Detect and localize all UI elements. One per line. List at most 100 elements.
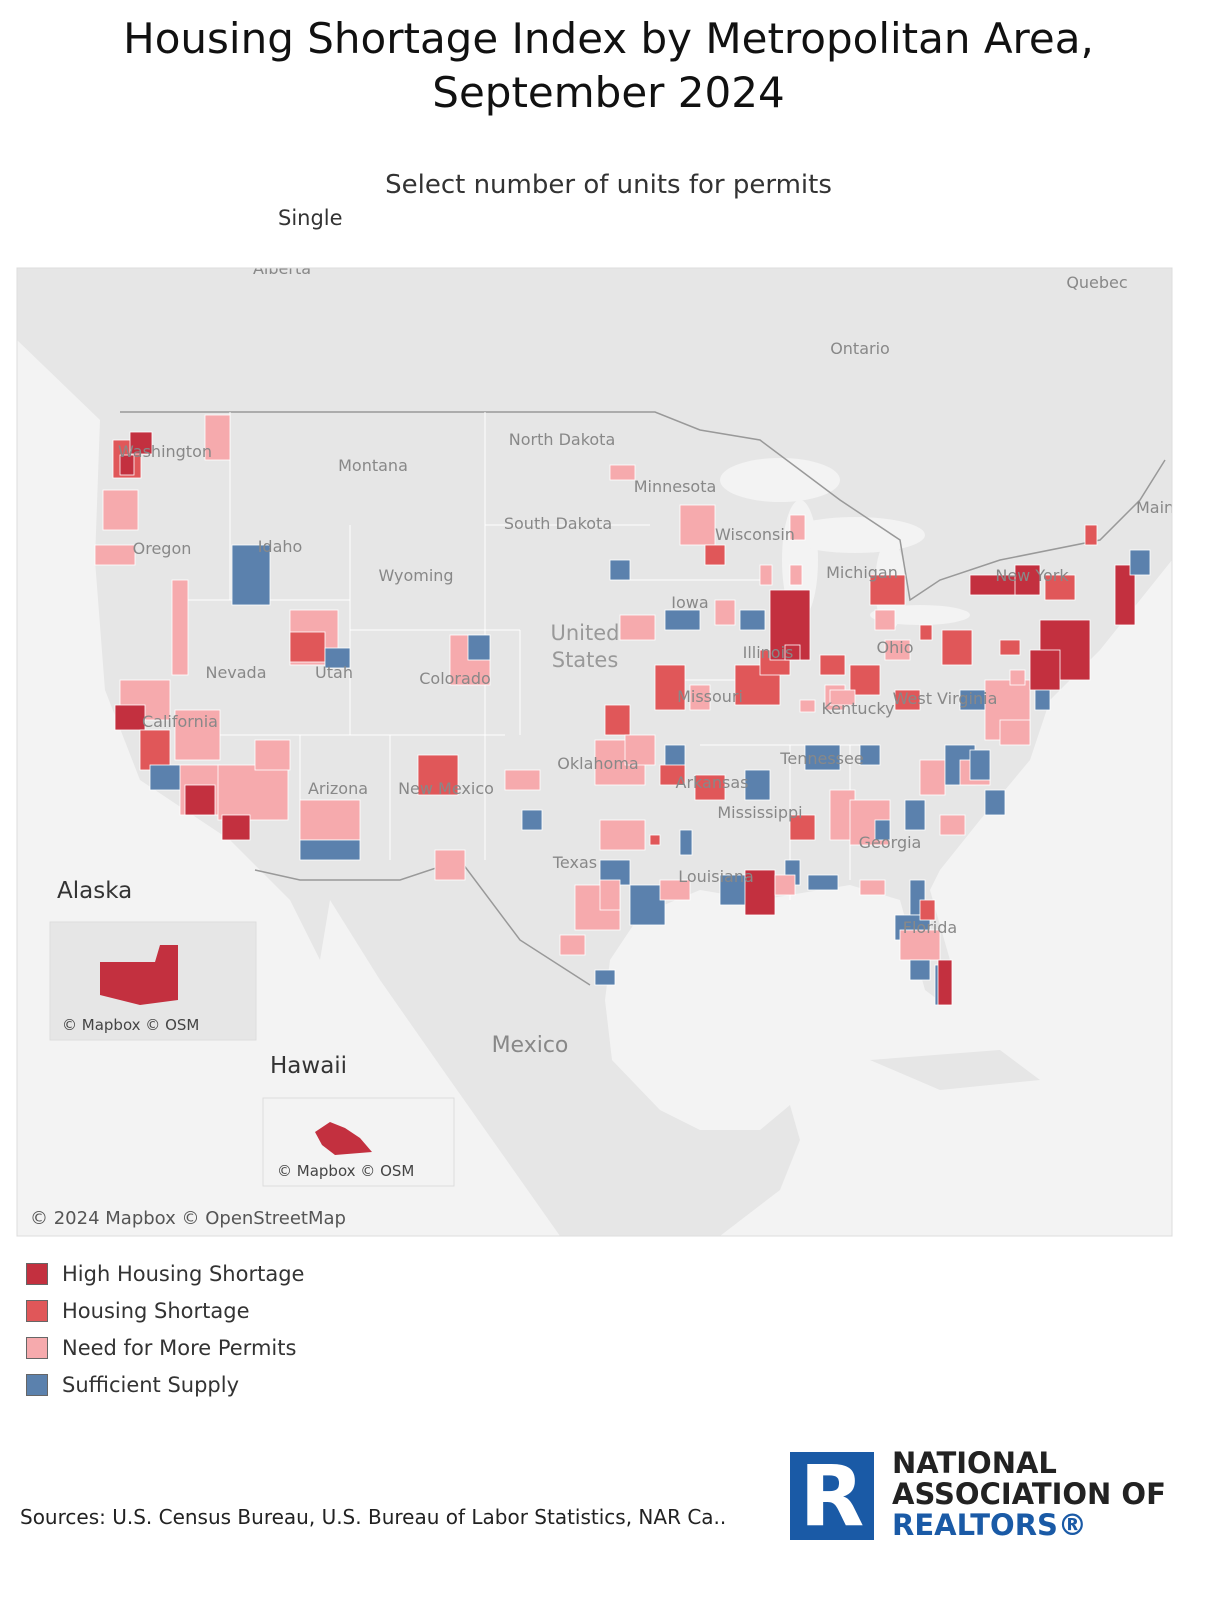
inset-title: Hawaii xyxy=(270,1053,347,1079)
metro-area xyxy=(417,754,459,796)
metro-area xyxy=(289,631,326,663)
metro-area xyxy=(804,744,841,771)
metro-area xyxy=(774,874,796,896)
metro-area xyxy=(171,579,189,676)
metro-area xyxy=(829,689,856,706)
metro-area xyxy=(789,564,803,586)
place-label: Oregon xyxy=(133,539,192,558)
metro-area xyxy=(324,647,351,669)
metro-area xyxy=(869,574,906,606)
place-label: Wyoming xyxy=(378,566,453,585)
metro-area xyxy=(594,969,616,986)
place-label: United States xyxy=(550,621,620,672)
metro-area xyxy=(939,814,966,836)
inset-credit: © Mapbox © OSM xyxy=(277,1162,414,1180)
place-label: Mexico xyxy=(492,1033,569,1058)
metro-area xyxy=(904,799,926,831)
legend-label: Housing Shortage xyxy=(62,1299,250,1323)
border xyxy=(254,859,591,986)
metro-area xyxy=(969,749,991,781)
metro-area xyxy=(679,829,693,856)
place-label: Tennessee xyxy=(779,749,863,768)
metro-area xyxy=(559,934,586,956)
metro-area xyxy=(299,799,361,841)
metro-area xyxy=(624,734,656,766)
metro-area xyxy=(114,704,146,731)
metro-area xyxy=(744,869,776,916)
place-label: Quebec xyxy=(1066,273,1127,292)
metro-area xyxy=(609,559,631,581)
place-label: Idaho xyxy=(258,537,303,556)
metro-area xyxy=(999,719,1031,746)
metro-area xyxy=(139,729,171,771)
place-label: Wisconsin xyxy=(715,525,795,544)
place-label: Minnesota xyxy=(634,477,717,496)
filter-value[interactable]: Single xyxy=(278,206,343,230)
place-label: Mississippi xyxy=(717,803,802,822)
metro-area xyxy=(919,624,933,641)
place-label: California xyxy=(142,712,218,731)
metro-area xyxy=(654,664,686,711)
metro-area xyxy=(119,454,135,476)
map-frame xyxy=(16,267,1173,1237)
title-line: September 2024 xyxy=(432,68,785,117)
metro-area xyxy=(739,609,766,631)
metro-area xyxy=(299,839,361,861)
legend-item[interactable]: High Housing Shortage xyxy=(26,1262,304,1286)
legend-item[interactable]: Housing Shortage xyxy=(26,1299,250,1323)
metro-area xyxy=(919,899,936,921)
metro-area xyxy=(819,654,846,676)
metro-area xyxy=(102,489,139,531)
metro-area xyxy=(94,544,136,566)
legend-swatch xyxy=(26,1374,48,1396)
metro-area xyxy=(599,819,646,851)
metro-area xyxy=(129,431,153,455)
place-label: Louisiana xyxy=(678,867,754,886)
place-label: Montana xyxy=(338,456,408,475)
legend-swatch xyxy=(26,1300,48,1322)
place-label: Alberta xyxy=(253,259,311,278)
legend-item[interactable]: Sufficient Supply xyxy=(26,1373,239,1397)
source: Sources: U.S. Census Bureau, U.S. Bureau… xyxy=(20,1505,727,1529)
metro-area xyxy=(789,514,806,541)
metro-area xyxy=(1129,549,1151,576)
metro-area xyxy=(704,544,726,566)
place-label: New Mexico xyxy=(398,779,494,798)
place-label: Maine xyxy=(1136,498,1184,517)
metro-area xyxy=(1114,564,1136,626)
logo-line: ASSOCIATION OF xyxy=(892,1477,1166,1511)
logo-line: REALTORS® xyxy=(892,1508,1087,1542)
place-label: Kentucky xyxy=(821,699,894,718)
metro-area xyxy=(694,774,726,801)
metro-area xyxy=(759,564,773,586)
place-label: Michigan xyxy=(826,563,898,582)
place-label: Arizona xyxy=(308,779,368,798)
metro-area xyxy=(604,704,631,736)
metro-area xyxy=(784,644,801,661)
legend-label: Need for More Permits xyxy=(62,1336,297,1360)
metro-area xyxy=(937,959,953,1006)
place-label: Nevada xyxy=(205,663,266,682)
filter-label: Select number of units for permits xyxy=(385,170,832,200)
place-label: Georgia xyxy=(859,833,922,852)
place-label: New York xyxy=(995,566,1069,585)
place-label: Colorado xyxy=(419,669,491,688)
metro-area xyxy=(217,764,289,821)
metro-area xyxy=(659,879,691,901)
inset-title: Alaska xyxy=(57,878,132,904)
metro-area xyxy=(1009,669,1026,686)
metro-area xyxy=(664,609,701,631)
metro-area xyxy=(619,614,656,641)
place-label: Ohio xyxy=(877,638,914,657)
metro-area xyxy=(999,639,1021,656)
place-label: Texas xyxy=(552,853,597,872)
place-label: South Dakota xyxy=(504,514,612,533)
metro-area xyxy=(941,629,973,666)
metro-area xyxy=(689,684,711,711)
metro-area xyxy=(174,709,221,761)
legend-item[interactable]: Need for More Permits xyxy=(26,1336,296,1360)
metro-area xyxy=(919,759,946,796)
metro-area xyxy=(100,945,178,1005)
metro-area xyxy=(714,599,736,626)
